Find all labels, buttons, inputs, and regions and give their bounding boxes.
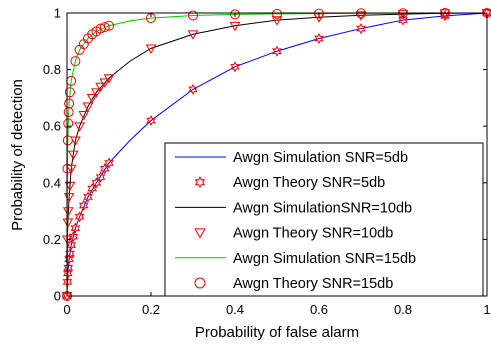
legend-entry: Awgn Simulation SNR=5db	[175, 150, 408, 166]
series-3	[66, 12, 488, 297]
data-point	[103, 74, 115, 84]
x-tick-label: 0.2	[142, 302, 160, 317]
data-point	[355, 11, 367, 21]
legend-entry: Awgn Theory SNR=15db	[194, 276, 393, 292]
data-point	[187, 30, 199, 40]
legend-entry: Awgn Simulation SNR=15db	[175, 251, 416, 267]
legend-marker-sample	[194, 176, 206, 189]
data-point	[397, 10, 409, 20]
data-point	[271, 16, 283, 26]
ticks-layer: 0 0.2 0.4 0.6 0.8 1 0 0.2 0.4 0.6 0.8 1	[43, 6, 491, 318]
legend-label: Awgn SimulationSNR=10db	[233, 200, 412, 216]
y-axis-label: Probability of detection	[9, 79, 26, 231]
y-tick-label: 0.4	[43, 175, 61, 190]
data-point	[63, 118, 74, 129]
data-point	[230, 61, 240, 73]
data-point	[70, 222, 81, 234]
data-point	[63, 267, 73, 279]
data-point	[86, 94, 98, 104]
y-tick-label: 0.8	[43, 62, 61, 77]
series-4	[61, 9, 491, 302]
data-point	[67, 150, 79, 161]
data-point	[314, 32, 324, 45]
y-tick-label: 1	[54, 6, 61, 21]
data-point	[62, 207, 74, 217]
data-point	[65, 164, 77, 175]
data-point	[65, 247, 75, 260]
data-point	[439, 9, 451, 19]
y-tick-label: 0.6	[43, 119, 61, 134]
data-point	[70, 56, 81, 67]
data-point	[62, 218, 74, 228]
legend-label: Awgn Theory SNR=15db	[233, 276, 393, 292]
data-point	[74, 122, 85, 132]
x-tick-label: 0.4	[226, 302, 244, 317]
x-tick-label: 1	[483, 302, 490, 317]
data-point	[64, 98, 75, 109]
data-point	[99, 78, 111, 88]
data-point	[314, 8, 324, 19]
legend-entry: Awgn Theory SNR=10db	[194, 226, 393, 242]
data-point	[63, 262, 74, 274]
legend-label: Awgn Theory SNR=5db	[233, 175, 385, 191]
data-point	[74, 211, 85, 223]
data-point	[229, 21, 241, 32]
x-tick-label: 0.6	[310, 302, 328, 317]
legend-label: Awgn Theory SNR=10db	[233, 226, 393, 242]
data-point	[68, 230, 79, 243]
data-point	[230, 9, 240, 20]
data-point	[64, 87, 75, 98]
data-point	[145, 44, 157, 54]
data-point	[356, 22, 366, 35]
data-point	[62, 135, 73, 146]
data-point	[82, 102, 94, 112]
data-point	[95, 82, 106, 93]
data-point	[99, 22, 110, 33]
data-point	[64, 253, 74, 265]
data-point	[272, 45, 282, 57]
legend-entry: Awgn Theory SNR=5db	[194, 175, 385, 191]
legend-entries: Awgn Simulation SNR=5db Awgn Theory SNR=5…	[175, 150, 416, 292]
y-tick-label: 0.2	[43, 232, 61, 247]
data-point	[91, 88, 102, 98]
data-point	[83, 191, 93, 203]
data-point	[481, 9, 491, 19]
series-line	[66, 12, 488, 297]
legend-entry: Awgn SimulationSNR=10db	[175, 200, 412, 216]
y-tick-label: 0	[54, 289, 61, 304]
legend-box	[164, 142, 484, 297]
legend: Awgn Simulation SNR=5db Awgn Theory SNR=5…	[164, 142, 484, 297]
data-point	[104, 20, 114, 31]
data-point	[272, 8, 282, 19]
legend-marker-sample	[194, 228, 206, 239]
x-axis-label: Probability of false alarm	[195, 324, 359, 341]
data-point	[78, 111, 90, 121]
x-tick-label: 0	[63, 302, 70, 317]
data-point	[95, 171, 106, 183]
data-point	[188, 83, 198, 95]
data-point	[398, 14, 408, 26]
legend-marker-sample	[194, 277, 206, 289]
data-point	[188, 10, 198, 21]
data-point	[104, 157, 114, 169]
data-point	[146, 114, 156, 127]
x-tick-label: 0.8	[394, 302, 412, 317]
legend-label: Awgn Simulation SNR=15db	[233, 251, 416, 267]
data-point	[70, 136, 81, 146]
series-layer	[61, 7, 491, 302]
data-point	[78, 199, 89, 212]
legend-label: Awgn Simulation SNR=5db	[233, 150, 408, 166]
